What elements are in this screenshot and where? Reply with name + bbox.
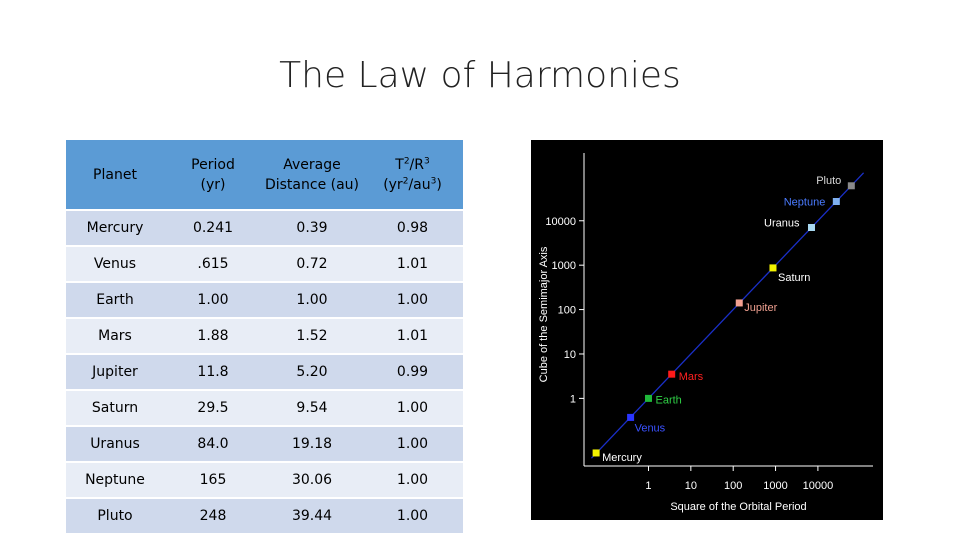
period-cell: 11.8 bbox=[164, 354, 262, 391]
point-earth bbox=[644, 394, 652, 402]
distance-cell: 0.72 bbox=[262, 246, 362, 283]
point-label-mars: Mars bbox=[679, 371, 704, 383]
table-row: Venus .615 0.72 1.01 bbox=[66, 246, 463, 283]
ratio-cell: 1.00 bbox=[362, 462, 463, 499]
y-tick-label: 10000 bbox=[545, 216, 576, 228]
planet-cell: Saturn bbox=[66, 390, 164, 427]
x-tick-label: 10 bbox=[685, 480, 697, 492]
point-uranus bbox=[807, 223, 815, 231]
table-row: Saturn 29.5 9.54 1.00 bbox=[66, 390, 463, 427]
period-cell: 1.00 bbox=[164, 282, 262, 319]
ratio-cell: 1.00 bbox=[362, 282, 463, 319]
planet-cell: Earth bbox=[66, 282, 164, 319]
ratio-cell: 1.00 bbox=[362, 390, 463, 427]
point-label-uranus: Uranus bbox=[764, 217, 800, 229]
x-tick-label: 10000 bbox=[803, 480, 834, 492]
harmonies-table: Planet Period (yr) Average Distance (au) T… bbox=[66, 140, 463, 535]
point-label-venus: Venus bbox=[635, 422, 666, 434]
planet-cell: Pluto bbox=[66, 498, 164, 535]
y-tick-label: 1000 bbox=[552, 260, 576, 272]
ratio-cell: 1.01 bbox=[362, 318, 463, 355]
y-tick-label: 10 bbox=[564, 349, 576, 361]
planet-cell: Jupiter bbox=[66, 354, 164, 391]
x-tick-label: 100 bbox=[724, 480, 742, 492]
distance-cell: 1.52 bbox=[262, 318, 362, 355]
table-row: Mars 1.88 1.52 1.01 bbox=[66, 318, 463, 355]
page-title: The Law of Harmonies bbox=[279, 55, 681, 96]
period-cell: 84.0 bbox=[164, 426, 262, 463]
table-row: Neptune 165 30.06 1.00 bbox=[66, 462, 463, 499]
ratio-cell: 0.99 bbox=[362, 354, 463, 391]
distance-cell: 19.18 bbox=[262, 426, 362, 463]
planet-cell: Mercury bbox=[66, 210, 164, 247]
y-tick-label: 1 bbox=[570, 393, 576, 405]
table-row: Earth 1.00 1.00 1.00 bbox=[66, 282, 463, 319]
planet-cell: Mars bbox=[66, 318, 164, 355]
header-ratio: T2/R3 (yr2/au3) bbox=[362, 140, 463, 211]
point-jupiter bbox=[735, 299, 743, 307]
x-tick-label: 1 bbox=[645, 480, 651, 492]
distance-cell: 1.00 bbox=[262, 282, 362, 319]
y-axis-label: Cube of the Semimajor Axis bbox=[538, 246, 550, 382]
point-label-pluto: Pluto bbox=[816, 175, 841, 187]
distance-cell: 9.54 bbox=[262, 390, 362, 427]
header-planet: Planet bbox=[66, 140, 164, 211]
planet-cell: Neptune bbox=[66, 462, 164, 499]
point-venus bbox=[627, 413, 635, 421]
x-axis-label: Square of the Orbital Period bbox=[670, 501, 806, 513]
point-label-mercury: Mercury bbox=[602, 452, 642, 464]
point-label-earth: Earth bbox=[655, 394, 681, 406]
table-row: Mercury 0.241 0.39 0.98 bbox=[66, 210, 463, 247]
table-header-row: Planet Period (yr) Average Distance (au) T… bbox=[66, 140, 463, 211]
table-row: Pluto 248 39.44 1.00 bbox=[66, 498, 463, 535]
table-row: Jupiter 11.8 5.20 0.99 bbox=[66, 354, 463, 391]
ratio-cell: 1.01 bbox=[362, 246, 463, 283]
period-cell: 29.5 bbox=[164, 390, 262, 427]
point-mercury bbox=[592, 449, 600, 457]
harmonies-chart: 1 10 100 1000 10000 1 10 100 1000 10000 Square of … bbox=[531, 140, 883, 520]
distance-cell: 30.06 bbox=[262, 462, 362, 499]
point-neptune bbox=[832, 198, 840, 206]
period-cell: 248 bbox=[164, 498, 262, 535]
distance-cell: 39.44 bbox=[262, 498, 362, 535]
planet-cell: Venus bbox=[66, 246, 164, 283]
ratio-cell: 1.00 bbox=[362, 498, 463, 535]
planet-cell: Uranus bbox=[66, 426, 164, 463]
fit-line bbox=[590, 172, 865, 459]
period-cell: .615 bbox=[164, 246, 262, 283]
point-label-jupiter: Jupiter bbox=[744, 302, 777, 314]
point-saturn bbox=[769, 264, 777, 272]
distance-cell: 5.20 bbox=[262, 354, 362, 391]
period-cell: 1.88 bbox=[164, 318, 262, 355]
header-distance: Average Distance (au) bbox=[262, 140, 362, 211]
header-period: Period (yr) bbox=[164, 140, 262, 211]
point-label-saturn: Saturn bbox=[778, 272, 810, 284]
y-tick-label: 100 bbox=[558, 305, 576, 317]
ratio-cell: 1.00 bbox=[362, 426, 463, 463]
point-mars bbox=[668, 370, 676, 378]
x-tick-label: 1000 bbox=[763, 480, 787, 492]
period-cell: 0.241 bbox=[164, 210, 262, 247]
ratio-cell: 0.98 bbox=[362, 210, 463, 247]
point-pluto bbox=[847, 182, 855, 190]
distance-cell: 0.39 bbox=[262, 210, 362, 247]
chart-svg: 1 10 100 1000 10000 1 10 100 1000 10000 Square of … bbox=[538, 153, 873, 513]
point-label-neptune: Neptune bbox=[784, 197, 826, 209]
period-cell: 165 bbox=[164, 462, 262, 499]
table-row: Uranus 84.0 19.18 1.00 bbox=[66, 426, 463, 463]
